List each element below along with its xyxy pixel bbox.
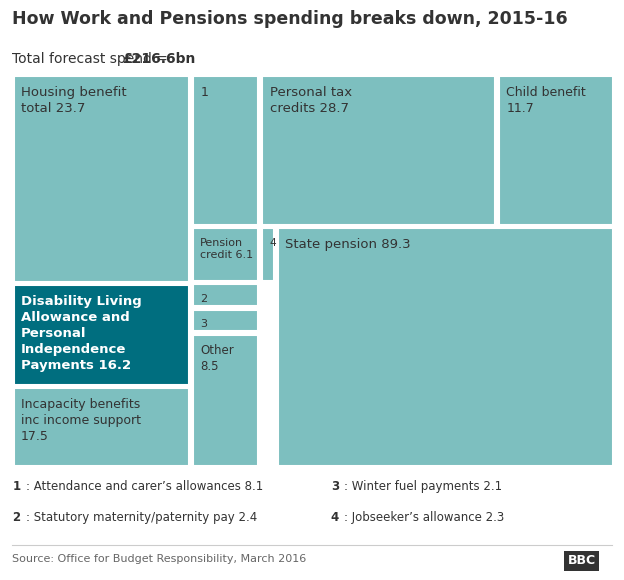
Text: Personal tax
credits 28.7: Personal tax credits 28.7	[270, 86, 352, 115]
Text: 2: 2	[200, 294, 207, 304]
Text: How Work and Pensions spending breaks down, 2015-16: How Work and Pensions spending breaks do…	[12, 10, 568, 28]
Text: Housing benefit
total 23.7: Housing benefit total 23.7	[21, 86, 127, 115]
Text: : Statutory maternity/paternity pay 2.4: : Statutory maternity/paternity pay 2.4	[26, 511, 258, 524]
Bar	[499, 76, 613, 226]
Text: Child benefit
11.7: Child benefit 11.7	[506, 86, 586, 115]
Bar	[262, 228, 274, 281]
Text: Total forecast spend =: Total forecast spend =	[12, 52, 173, 66]
Bar	[14, 76, 189, 282]
Text: 3: 3	[331, 480, 339, 492]
Text: 1: 1	[200, 86, 208, 99]
Text: 4: 4	[270, 238, 276, 248]
Bar	[14, 285, 189, 385]
Text: BBC: BBC	[568, 554, 596, 567]
Text: 3: 3	[200, 320, 207, 329]
Bar	[193, 335, 258, 466]
Bar	[193, 76, 258, 226]
Text: Source: Office for Budget Responsibility, March 2016: Source: Office for Budget Responsibility…	[12, 554, 307, 564]
Text: : Attendance and carer’s allowances 8.1: : Attendance and carer’s allowances 8.1	[26, 480, 263, 492]
Text: Pension
credit 6.1: Pension credit 6.1	[200, 238, 253, 260]
Text: Disability Living
Allowance and
Personal
Independence
Payments 16.2: Disability Living Allowance and Personal…	[21, 295, 142, 372]
Bar	[14, 388, 189, 466]
Text: 1: 1	[12, 480, 21, 492]
Bar	[262, 76, 495, 226]
Text: State pension 89.3: State pension 89.3	[285, 238, 411, 251]
Text: : Winter fuel payments 2.1: : Winter fuel payments 2.1	[344, 480, 502, 492]
Bar	[278, 228, 613, 466]
Text: Other
8.5: Other 8.5	[200, 345, 234, 374]
Text: 4: 4	[331, 511, 339, 524]
Text: Incapacity benefits
inc income support
17.5: Incapacity benefits inc income support 1…	[21, 398, 141, 443]
Text: : Jobseeker’s allowance 2.3: : Jobseeker’s allowance 2.3	[344, 511, 505, 524]
Text: £216.6bn: £216.6bn	[122, 52, 195, 66]
Text: 2: 2	[12, 511, 21, 524]
Bar	[193, 228, 258, 281]
Bar	[193, 310, 258, 331]
Bar	[193, 284, 258, 306]
